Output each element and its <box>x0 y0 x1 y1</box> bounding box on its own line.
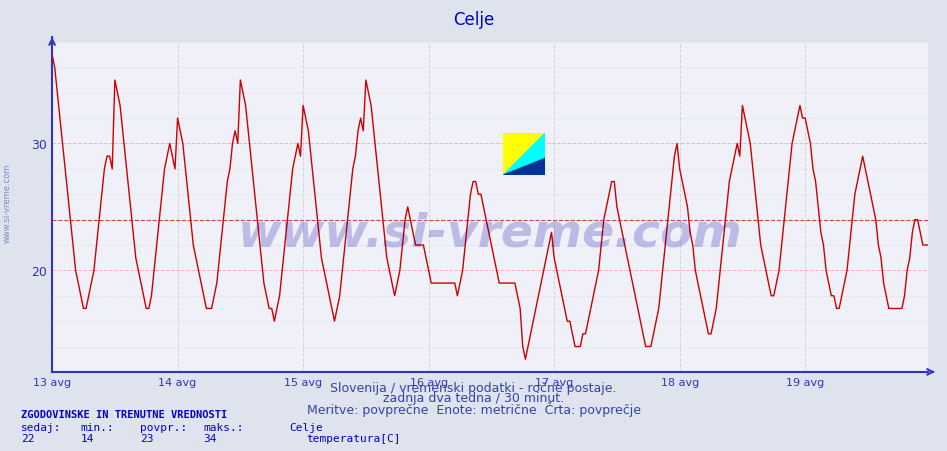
Polygon shape <box>503 159 545 176</box>
Polygon shape <box>503 134 545 176</box>
Text: Celje: Celje <box>453 11 494 29</box>
Text: Slovenija / vremenski podatki - ročne postaje.: Slovenija / vremenski podatki - ročne po… <box>331 381 616 394</box>
Polygon shape <box>503 134 545 176</box>
Text: Meritve: povprečne  Enote: metrične  Črta: povprečje: Meritve: povprečne Enote: metrične Črta:… <box>307 401 640 416</box>
Text: 34: 34 <box>204 433 217 443</box>
Text: www.si-vreme.com: www.si-vreme.com <box>238 212 742 256</box>
Text: povpr.:: povpr.: <box>140 422 188 432</box>
Text: ZGODOVINSKE IN TRENUTNE VREDNOSTI: ZGODOVINSKE IN TRENUTNE VREDNOSTI <box>21 410 227 419</box>
Text: 14: 14 <box>80 433 94 443</box>
Text: maks.:: maks.: <box>204 422 244 432</box>
Text: Celje: Celje <box>289 422 323 432</box>
Text: 22: 22 <box>21 433 34 443</box>
Text: www.si-vreme.com: www.si-vreme.com <box>3 163 12 243</box>
Text: temperatura[C]: temperatura[C] <box>306 433 401 443</box>
Text: min.:: min.: <box>80 422 115 432</box>
Text: 23: 23 <box>140 433 153 443</box>
Text: zadnja dva tedna / 30 minut.: zadnja dva tedna / 30 minut. <box>383 391 564 404</box>
Text: sedaj:: sedaj: <box>21 422 62 432</box>
